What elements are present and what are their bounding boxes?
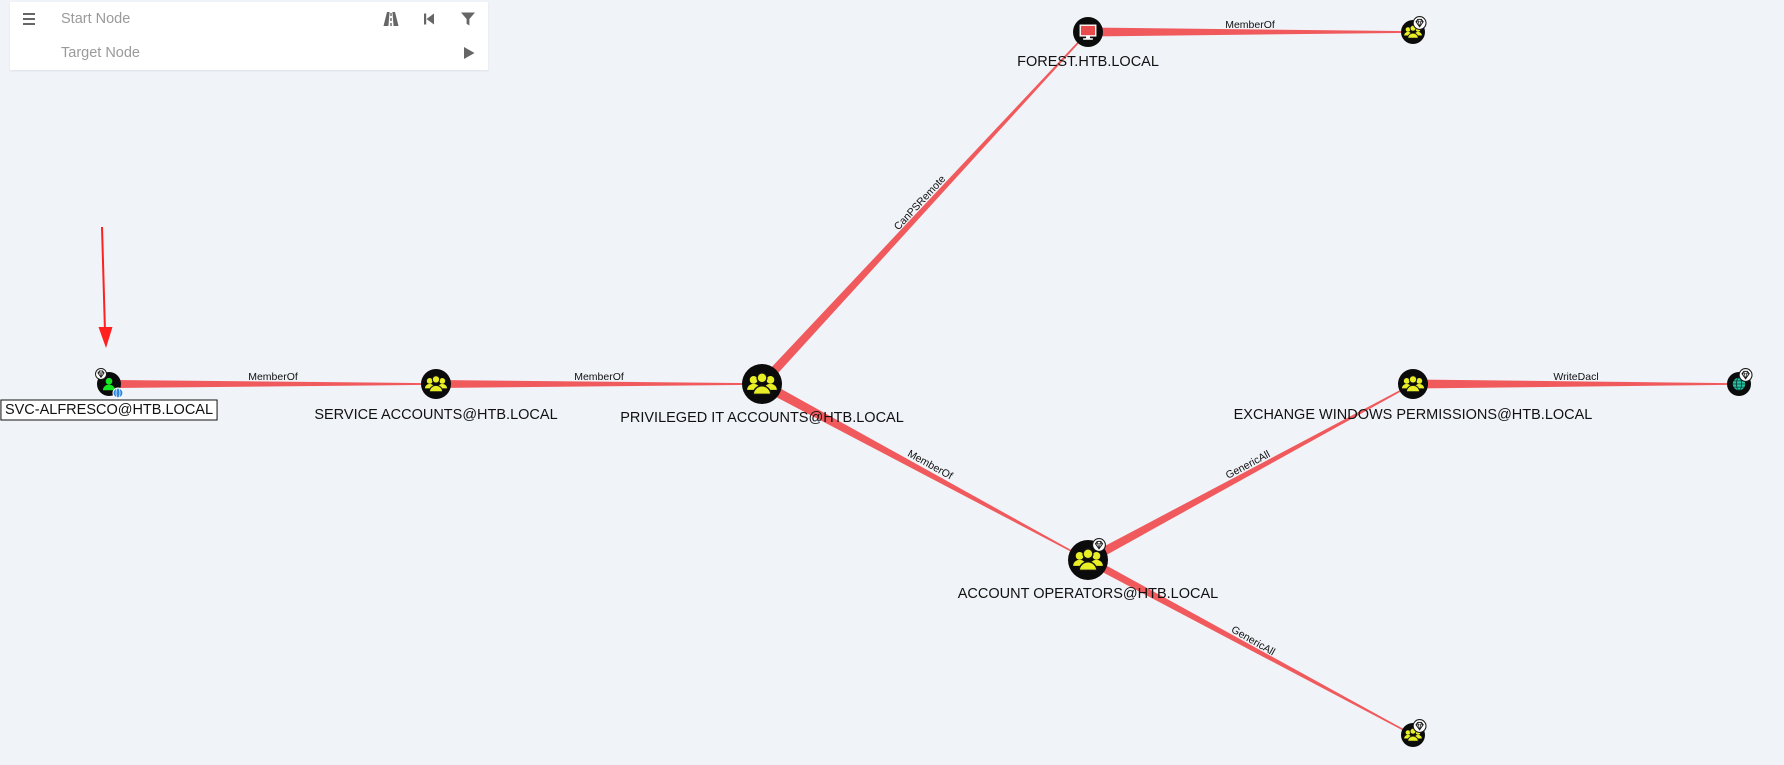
edge-memberof[interactable]: MemberOf	[759, 379, 1089, 561]
filter-icon[interactable]	[459, 10, 477, 28]
node-forest[interactable]: FOREST.HTB.LOCAL	[1017, 17, 1159, 70]
node-label: ACCOUNT OPERATORS@HTB.LOCAL	[958, 586, 1218, 602]
start-node-input[interactable]	[60, 6, 361, 32]
high-value-diamond-icon	[1412, 719, 1427, 733]
owned-marker-icon	[95, 368, 107, 380]
edge-memberof[interactable]: MemberOf	[436, 371, 762, 388]
edge-memberof[interactable]: MemberOf	[1088, 19, 1413, 37]
node-svc-alfresco[interactable]: SVC-ALFRESCO@HTB.LOCAL	[0, 368, 218, 421]
step-backward-icon[interactable]	[420, 10, 438, 28]
node-account-operators[interactable]: ACCOUNT OPERATORS@HTB.LOCAL	[958, 538, 1218, 602]
high-value-diamond-icon	[1092, 538, 1106, 552]
start-node-row	[10, 2, 488, 36]
play-icon[interactable]	[460, 44, 478, 62]
high-value-diamond-icon	[1738, 368, 1753, 382]
hamburger-menu-icon[interactable]	[20, 10, 38, 28]
edge-label: MemberOf	[1225, 19, 1275, 31]
edge-label: WriteDacl	[1553, 371, 1598, 383]
node-label: EXCHANGE WINDOWS PERMISSIONS@HTB.LOCAL	[1234, 407, 1593, 423]
globe-badge-icon	[112, 387, 124, 399]
node-label: PRIVILEGED IT ACCOUNTS@HTB.LOCAL	[620, 410, 904, 426]
edge-label: MemberOf	[248, 371, 298, 383]
node-domain[interactable]	[1727, 368, 1753, 396]
target-node-input[interactable]	[60, 40, 361, 66]
selected-label-box	[0, 399, 218, 421]
node-exchange-windows-permissions[interactable]: EXCHANGE WINDOWS PERMISSIONS@HTB.LOCAL	[1234, 369, 1593, 423]
node-group-top-right[interactable]	[1401, 16, 1427, 44]
search-panel	[10, 2, 488, 70]
edge-writedacl[interactable]: WriteDacl	[1413, 371, 1739, 389]
annotation-arrow	[98, 226, 113, 348]
edge-genericall[interactable]: GenericAll	[1086, 556, 1414, 736]
node-label: SVC-ALFRESCO@HTB.LOCAL	[5, 402, 213, 418]
node-service-accounts[interactable]: SERVICE ACCOUNTS@HTB.LOCAL	[314, 369, 558, 423]
edge-memberof[interactable]: MemberOf	[109, 371, 436, 388]
edge-label: CanPSRemote	[892, 173, 948, 233]
node-privileged-it[interactable]: PRIVILEGED IT ACCOUNTS@HTB.LOCAL	[620, 364, 904, 426]
target-node-row	[10, 36, 488, 70]
edge-canpsremote[interactable]: CanPSRemote	[758, 31, 1089, 388]
node-label: FOREST.HTB.LOCAL	[1017, 54, 1159, 70]
high-value-diamond-icon	[1412, 16, 1427, 30]
node-group-bottom-right[interactable]	[1401, 719, 1427, 747]
edge-label: MemberOf	[574, 371, 624, 383]
road-icon[interactable]	[382, 10, 400, 28]
node-label: SERVICE ACCOUNTS@HTB.LOCAL	[314, 407, 557, 423]
